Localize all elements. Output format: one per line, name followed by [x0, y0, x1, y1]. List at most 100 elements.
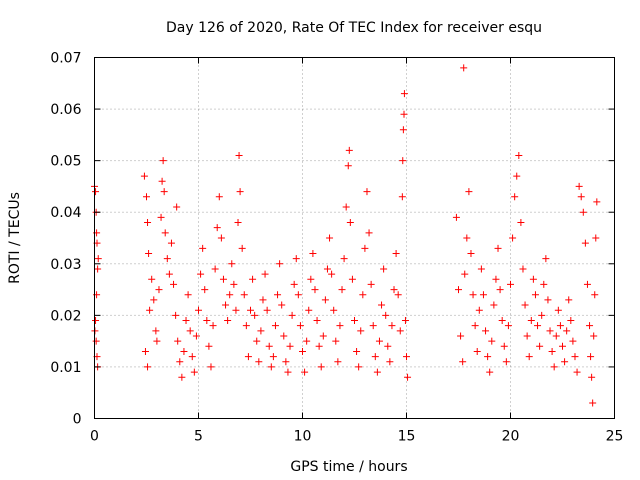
- data-point: [144, 363, 152, 371]
- data-point: [477, 265, 485, 273]
- data-point: [255, 358, 263, 366]
- data-point: [359, 291, 367, 299]
- data-point: [473, 347, 481, 355]
- data-point: [396, 327, 404, 335]
- data-point: [469, 291, 477, 299]
- data-point: [398, 193, 406, 201]
- data-point: [195, 306, 202, 314]
- data-point: [475, 306, 483, 314]
- y-tick-label: 0: [73, 412, 82, 428]
- data-point: [345, 146, 353, 154]
- data-point: [529, 275, 537, 283]
- data-points: [91, 64, 601, 407]
- data-point: [465, 188, 473, 196]
- data-point: [367, 280, 375, 288]
- data-point: [492, 275, 500, 283]
- data-point: [219, 275, 227, 283]
- data-point: [228, 260, 236, 268]
- data-point: [263, 306, 271, 314]
- data-point: [235, 151, 243, 159]
- data-point: [267, 363, 275, 371]
- data-point: [178, 373, 186, 381]
- data-point: [278, 301, 286, 309]
- data-point: [238, 244, 246, 252]
- data-point: [589, 399, 597, 407]
- y-tick-label: 0.02: [50, 308, 81, 324]
- data-point: [249, 275, 257, 283]
- data-point: [498, 317, 506, 325]
- data-point: [271, 322, 279, 330]
- data-point: [548, 347, 556, 355]
- y-tick-label: 0.01: [50, 360, 81, 376]
- data-point: [353, 347, 361, 355]
- data-point: [471, 322, 479, 330]
- data-point: [378, 301, 386, 309]
- data-point: [346, 219, 354, 227]
- data-point: [559, 342, 566, 350]
- x-tick-label: 25: [606, 429, 624, 445]
- data-point: [463, 234, 471, 242]
- data-point: [190, 368, 198, 376]
- data-point: [230, 280, 238, 288]
- data-point: [330, 306, 338, 314]
- data-point: [165, 270, 173, 278]
- data-point: [167, 239, 175, 247]
- data-point: [317, 363, 325, 371]
- data-point: [261, 270, 269, 278]
- data-point: [265, 342, 273, 350]
- data-point: [404, 373, 412, 381]
- data-point: [399, 157, 407, 165]
- grid-lines: [94, 57, 615, 419]
- data-point: [400, 90, 408, 98]
- data-point: [236, 188, 244, 196]
- data-point: [203, 317, 211, 325]
- data-point: [244, 353, 252, 361]
- data-point: [517, 219, 525, 227]
- data-point: [242, 322, 250, 330]
- data-point: [519, 265, 527, 273]
- data-point: [502, 358, 510, 366]
- data-point: [400, 110, 408, 118]
- x-tick-label: 20: [502, 429, 520, 445]
- data-point: [521, 301, 529, 309]
- data-point: [315, 342, 323, 350]
- data-point: [523, 332, 531, 340]
- data-point: [176, 358, 184, 366]
- data-point: [525, 353, 533, 361]
- data-point: [140, 172, 148, 180]
- data-point: [174, 337, 182, 345]
- data-point: [403, 353, 410, 361]
- data-point: [92, 337, 100, 345]
- data-point: [569, 337, 577, 345]
- axis-ticks: 0 5 10 15 20 25 0 0.01 0.02 0.03 0.04 0.05 0.06 0.07: [50, 51, 623, 445]
- data-point: [224, 317, 232, 325]
- data-point: [143, 193, 150, 201]
- data-point: [234, 219, 242, 227]
- data-point: [460, 64, 468, 72]
- data-point: [280, 332, 288, 340]
- data-point: [180, 347, 188, 355]
- data-point: [161, 229, 169, 237]
- y-tick-label: 0.03: [50, 257, 81, 273]
- data-point: [542, 255, 550, 263]
- data-point: [579, 208, 587, 216]
- data-point: [94, 265, 102, 273]
- data-point: [386, 358, 394, 366]
- data-point: [550, 363, 558, 371]
- data-point: [563, 327, 571, 335]
- x-tick-label: 5: [194, 429, 203, 445]
- data-point: [371, 353, 379, 361]
- data-point: [92, 188, 100, 196]
- x-tick-label: 0: [90, 429, 99, 445]
- data-point: [394, 291, 402, 299]
- data-point: [201, 286, 209, 294]
- data-point: [513, 172, 521, 180]
- data-point: [309, 249, 317, 257]
- data-point: [554, 306, 562, 314]
- data-point: [284, 368, 292, 376]
- data-point: [215, 193, 223, 201]
- data-point: [538, 311, 546, 319]
- data-point: [141, 347, 149, 355]
- data-point: [313, 317, 321, 325]
- data-point: [467, 249, 475, 257]
